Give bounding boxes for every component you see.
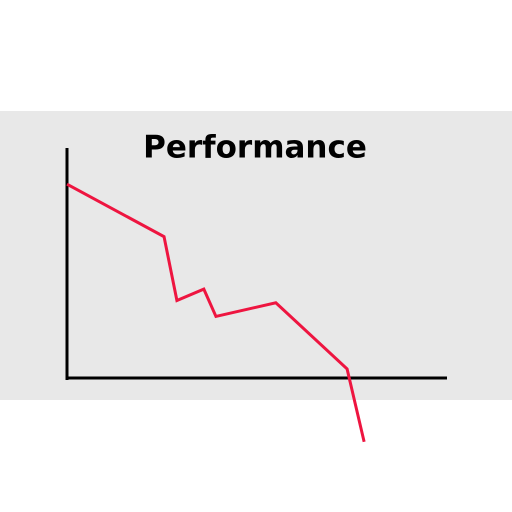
chart-panel: [0, 111, 512, 400]
chart-title: Performance: [143, 130, 367, 166]
data-line: [66, 182, 366, 443]
